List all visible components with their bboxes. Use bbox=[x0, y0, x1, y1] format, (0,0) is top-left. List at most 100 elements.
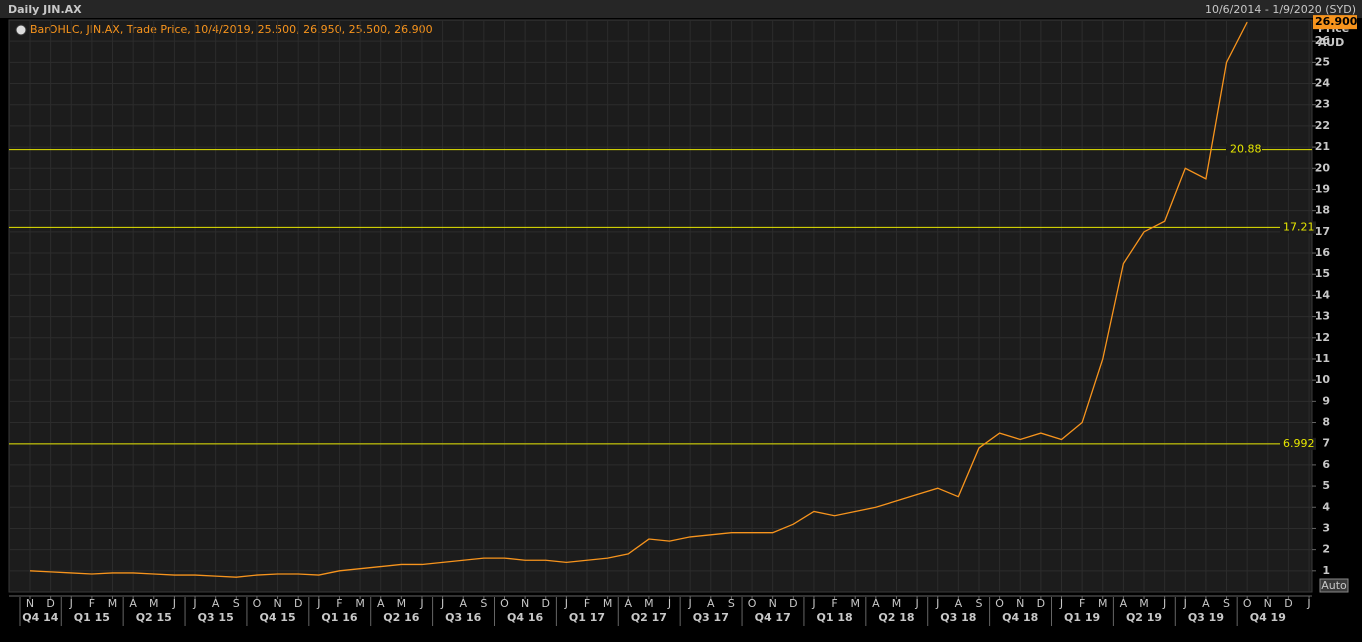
x-tick-label: N bbox=[26, 597, 34, 610]
y-tick-label: 9 bbox=[1322, 394, 1330, 407]
last-price-label: 26.900 bbox=[1315, 15, 1358, 28]
x-tick-label: J bbox=[1306, 597, 1310, 610]
quarter-label: Q3 18 bbox=[940, 611, 976, 624]
y-tick-label: 21 bbox=[1315, 140, 1330, 153]
quarter-label: Q1 19 bbox=[1064, 611, 1100, 624]
x-tick-label: F bbox=[584, 597, 590, 610]
x-tick-label: A bbox=[1120, 597, 1128, 610]
x-tick-label: D bbox=[1037, 597, 1045, 610]
auto-button[interactable] bbox=[1319, 578, 1349, 593]
auto-button-label[interactable]: Auto bbox=[1321, 579, 1347, 592]
x-tick-label: A bbox=[129, 597, 137, 610]
x-tick-label: M bbox=[644, 597, 654, 610]
y-tick-label: 8 bbox=[1322, 416, 1330, 429]
reference-label-bg bbox=[1226, 143, 1262, 156]
x-tick-label: J bbox=[419, 597, 423, 610]
reference-label: 6.992 bbox=[1283, 437, 1315, 450]
x-tick-label: A bbox=[212, 597, 220, 610]
quarter-label: Q4 15 bbox=[259, 611, 295, 624]
legend-text: BarOHLC, JIN.AX, Trade Price, 10/4/2019,… bbox=[30, 23, 433, 36]
x-tick-label: S bbox=[1223, 597, 1230, 610]
quarter-label: Q1 16 bbox=[321, 611, 357, 624]
reference-label: 20.88 bbox=[1230, 143, 1262, 156]
y-tick-label: 26 bbox=[1315, 34, 1331, 47]
x-tick-label: J bbox=[688, 597, 692, 610]
x-tick-label: O bbox=[748, 597, 757, 610]
reference-label-bg bbox=[1280, 221, 1316, 234]
quarter-label: Q2 18 bbox=[878, 611, 914, 624]
x-tick-label: J bbox=[192, 597, 196, 610]
quarter-label: Q3 17 bbox=[693, 611, 729, 624]
y-tick-label: 3 bbox=[1322, 521, 1330, 534]
y-tick-label: 20 bbox=[1315, 161, 1331, 174]
y-tick-label: 7 bbox=[1322, 437, 1330, 450]
x-tick-label: D bbox=[294, 597, 302, 610]
y-tick-label: 5 bbox=[1322, 479, 1330, 492]
x-tick-label: S bbox=[233, 597, 240, 610]
y-tick-label: 16 bbox=[1315, 246, 1331, 259]
x-tick-label: O bbox=[1243, 597, 1252, 610]
quarter-label: Q1 17 bbox=[569, 611, 605, 624]
x-tick-label: O bbox=[995, 597, 1004, 610]
x-tick-label: A bbox=[377, 597, 385, 610]
x-tick-label: J bbox=[1059, 597, 1063, 610]
x-tick-label: M bbox=[355, 597, 365, 610]
x-tick-label: J bbox=[914, 597, 918, 610]
x-tick-label: D bbox=[1284, 597, 1292, 610]
x-tick-label: M bbox=[603, 597, 613, 610]
chart-title: Daily JIN.AX bbox=[8, 3, 82, 16]
x-tick-label: D bbox=[46, 597, 54, 610]
x-tick-label: M bbox=[397, 597, 407, 610]
x-tick-label: M bbox=[850, 597, 860, 610]
x-tick-label: M bbox=[149, 597, 159, 610]
quarter-label: Q4 16 bbox=[507, 611, 543, 624]
y-tick-label: 6 bbox=[1322, 458, 1330, 471]
quarter-label: Q4 14 bbox=[22, 611, 58, 624]
date-range: 10/6/2014 - 1/9/2020 (SYD) bbox=[1205, 3, 1356, 16]
x-tick-label: J bbox=[667, 597, 671, 610]
quarter-label: Q3 16 bbox=[445, 611, 481, 624]
quarter-label: Q1 18 bbox=[816, 611, 852, 624]
y-tick-label: 1 bbox=[1322, 564, 1330, 577]
x-tick-label: A bbox=[459, 597, 467, 610]
x-tick-label: A bbox=[707, 597, 715, 610]
x-tick-label: M bbox=[1098, 597, 1108, 610]
price-line bbox=[29, 21, 1248, 578]
y-tick-label: 11 bbox=[1315, 352, 1330, 365]
x-tick-label: J bbox=[440, 597, 444, 610]
y-tick-label: 13 bbox=[1315, 310, 1330, 323]
quarter-label: Q2 19 bbox=[1126, 611, 1162, 624]
x-tick-label: J bbox=[1183, 597, 1187, 610]
x-tick-label: D bbox=[789, 597, 797, 610]
legend-icon bbox=[15, 24, 27, 36]
x-tick-label: J bbox=[564, 597, 568, 610]
y-tick-label: 12 bbox=[1315, 331, 1330, 344]
x-tick-label: A bbox=[872, 597, 880, 610]
x-tick-label: S bbox=[728, 597, 735, 610]
x-tick-label: F bbox=[336, 597, 342, 610]
x-tick-label: J bbox=[811, 597, 815, 610]
reference-label-bg bbox=[1280, 437, 1316, 450]
quarter-label: Q2 17 bbox=[631, 611, 667, 624]
quarter-label: Q1 15 bbox=[74, 611, 110, 624]
axis-unit: AUD bbox=[1318, 36, 1344, 49]
x-tick-label: M bbox=[108, 597, 118, 610]
y-tick-label: 22 bbox=[1315, 119, 1330, 132]
quarter-label: Q2 15 bbox=[136, 611, 172, 624]
y-tick-label: 4 bbox=[1322, 500, 1330, 513]
y-tick-label: 10 bbox=[1315, 373, 1331, 386]
y-tick-label: 24 bbox=[1315, 77, 1331, 90]
x-tick-label: J bbox=[1162, 597, 1166, 610]
x-tick-label: A bbox=[625, 597, 633, 610]
x-tick-label: F bbox=[831, 597, 837, 610]
quarter-label: Q2 16 bbox=[383, 611, 419, 624]
x-tick-label: J bbox=[316, 597, 320, 610]
x-tick-label: S bbox=[975, 597, 982, 610]
x-tick-label: O bbox=[500, 597, 509, 610]
y-tick-label: 18 bbox=[1315, 204, 1330, 217]
y-tick-label: 19 bbox=[1315, 182, 1330, 195]
x-tick-label: F bbox=[1079, 597, 1085, 610]
quarter-label: Q3 15 bbox=[198, 611, 234, 624]
x-tick-label: J bbox=[69, 597, 73, 610]
